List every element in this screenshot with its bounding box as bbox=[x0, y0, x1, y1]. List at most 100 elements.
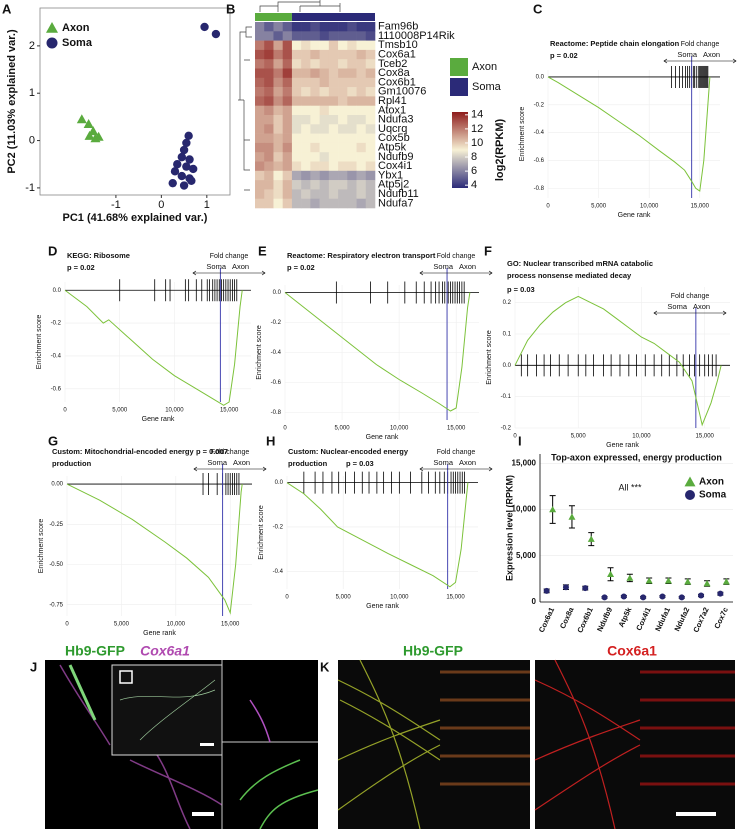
legend-label: Soma bbox=[472, 81, 502, 93]
y-tick-label: -0.2 bbox=[271, 320, 282, 326]
p-value: p = 0.03 bbox=[507, 285, 535, 294]
y-axis-label: Enrichment score bbox=[38, 519, 45, 574]
fold-arrow bbox=[663, 58, 737, 64]
heat-cell bbox=[301, 142, 311, 153]
x-tick-label: 0 bbox=[546, 204, 550, 210]
heat-cell bbox=[328, 49, 339, 60]
point bbox=[84, 130, 95, 140]
fold-arrow bbox=[653, 310, 727, 316]
heat-cell bbox=[264, 96, 274, 106]
y-tick-label: -0.2 bbox=[534, 102, 545, 108]
y-tick-label: 0.0 bbox=[273, 290, 282, 296]
heat-cell bbox=[301, 115, 311, 125]
heat-cell bbox=[301, 161, 311, 172]
x-axis-label: Gene rank bbox=[618, 212, 651, 219]
legend-label: Axon bbox=[62, 22, 90, 34]
heat-cell bbox=[291, 180, 302, 190]
x-tick-label: 0 bbox=[513, 434, 517, 440]
heat-cell bbox=[273, 161, 283, 172]
heat-cell bbox=[264, 77, 274, 88]
mean-marker bbox=[607, 570, 615, 578]
heat-cell bbox=[301, 96, 311, 106]
heat-cell bbox=[338, 87, 348, 97]
mean-marker bbox=[722, 578, 730, 585]
row-label: Tmsb10 bbox=[378, 39, 418, 51]
x-axis-label: Gene rank bbox=[142, 416, 175, 423]
heat-cell bbox=[255, 198, 265, 209]
heat-cell bbox=[365, 189, 376, 199]
mean-marker bbox=[601, 594, 608, 601]
mean-marker bbox=[549, 506, 557, 513]
heat-cell bbox=[301, 105, 311, 116]
heat-cell bbox=[365, 133, 376, 144]
heat-cell bbox=[273, 96, 283, 106]
heat-cell bbox=[301, 40, 311, 51]
mean-marker bbox=[717, 590, 724, 597]
channel-label: Hb9-GFP bbox=[65, 643, 125, 659]
heat-cell bbox=[291, 87, 302, 97]
heat-cell bbox=[273, 180, 283, 190]
panel-title: Custom: Mitochondrial-encoded energy bbox=[52, 447, 195, 456]
heat-cell bbox=[310, 59, 320, 69]
heat-cell bbox=[328, 59, 339, 69]
x-tick-label: 10,000 bbox=[165, 408, 184, 414]
mean-marker bbox=[659, 593, 666, 600]
heat-cell bbox=[319, 40, 330, 51]
heat-cell bbox=[319, 31, 330, 41]
legend-label: Axon bbox=[472, 61, 497, 73]
heat-cell bbox=[319, 49, 330, 60]
heat-cell bbox=[282, 133, 293, 144]
x-tick-label: 10,000 bbox=[390, 426, 409, 432]
heat-cell bbox=[365, 22, 376, 32]
panel-label: D bbox=[48, 243, 57, 258]
heat-cell bbox=[291, 96, 302, 106]
heat-cell bbox=[365, 180, 376, 190]
fold-change-label: Fold change bbox=[211, 449, 250, 456]
point bbox=[188, 164, 198, 174]
heat-cell bbox=[273, 115, 283, 125]
heat-cell bbox=[273, 40, 283, 51]
heat-cell bbox=[282, 49, 293, 60]
point bbox=[200, 22, 209, 32]
point bbox=[211, 29, 221, 39]
point bbox=[182, 138, 191, 148]
heat-cell bbox=[356, 105, 367, 116]
heat-cell bbox=[347, 124, 357, 134]
mean-marker bbox=[698, 592, 705, 599]
colorbar-tick-label: 12 bbox=[471, 123, 483, 135]
heat-cell bbox=[328, 105, 339, 116]
panel-title: process nonsense mediated decay bbox=[507, 271, 632, 280]
heat-cell bbox=[282, 31, 293, 41]
heat-cell bbox=[273, 189, 283, 199]
heat-cell bbox=[255, 22, 265, 32]
heat-cell bbox=[365, 59, 376, 69]
heat-cell bbox=[255, 40, 265, 51]
heat-cell bbox=[282, 96, 293, 106]
fold-left: Soma bbox=[677, 50, 697, 59]
heat-cell bbox=[310, 22, 320, 32]
heat-cell bbox=[356, 22, 367, 32]
heat-cell bbox=[255, 180, 265, 190]
panel-label: F bbox=[484, 243, 492, 258]
legend-marker bbox=[685, 490, 695, 500]
heat-cell bbox=[347, 133, 357, 144]
point bbox=[184, 131, 193, 141]
point bbox=[182, 162, 191, 171]
heat-cell bbox=[338, 133, 348, 144]
heat-cell bbox=[301, 133, 311, 144]
heat-cell bbox=[273, 59, 283, 69]
heat-cell bbox=[273, 170, 283, 181]
y-axis-label: Expression level (RPKM) bbox=[504, 475, 514, 581]
heat-cell bbox=[291, 68, 302, 79]
heat-cell bbox=[365, 31, 376, 41]
heat-cell bbox=[338, 189, 348, 199]
heat-cell bbox=[319, 142, 330, 153]
row-label: Cox5b bbox=[378, 132, 410, 144]
heat-cell bbox=[347, 96, 357, 106]
panel-label: A bbox=[2, 1, 12, 16]
row-label: Fam96b bbox=[378, 21, 418, 33]
y-axis-label: Enrichment score bbox=[519, 107, 526, 162]
heat-cell bbox=[328, 68, 339, 79]
fold-right: Axon bbox=[459, 458, 476, 467]
